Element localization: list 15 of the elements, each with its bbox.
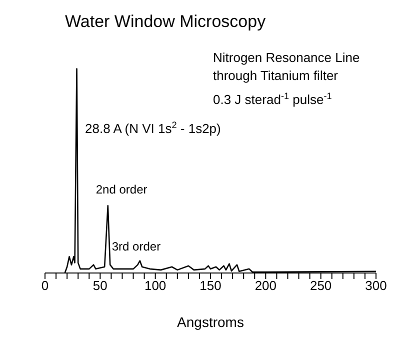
annotation: 3rd order: [112, 240, 161, 254]
annotation: 2nd order: [96, 182, 148, 197]
x-tick-label: 300: [365, 278, 387, 294]
x-axis-title: Angstroms: [177, 314, 244, 330]
x-tick-label: 0: [41, 278, 49, 294]
x-tick-label: 50: [92, 278, 108, 294]
annotation: 0.3 J sterad$^{-1}$ pulse$^{-1}$: [213, 91, 332, 107]
chart-title: Water Window Microscopy: [65, 12, 266, 31]
text: Nitrogen Resonance Line: [213, 50, 360, 65]
x-tick-label: 200: [254, 278, 277, 294]
annotation: through Titanium filter: [213, 68, 339, 83]
x-tick-label: 150: [200, 278, 222, 294]
x-tick-label: 100: [144, 278, 166, 294]
annotation: 28.8 A (N VI 1s$^{2}$ - 1s2p): [85, 120, 221, 136]
x-tick-label: 250: [310, 278, 332, 294]
